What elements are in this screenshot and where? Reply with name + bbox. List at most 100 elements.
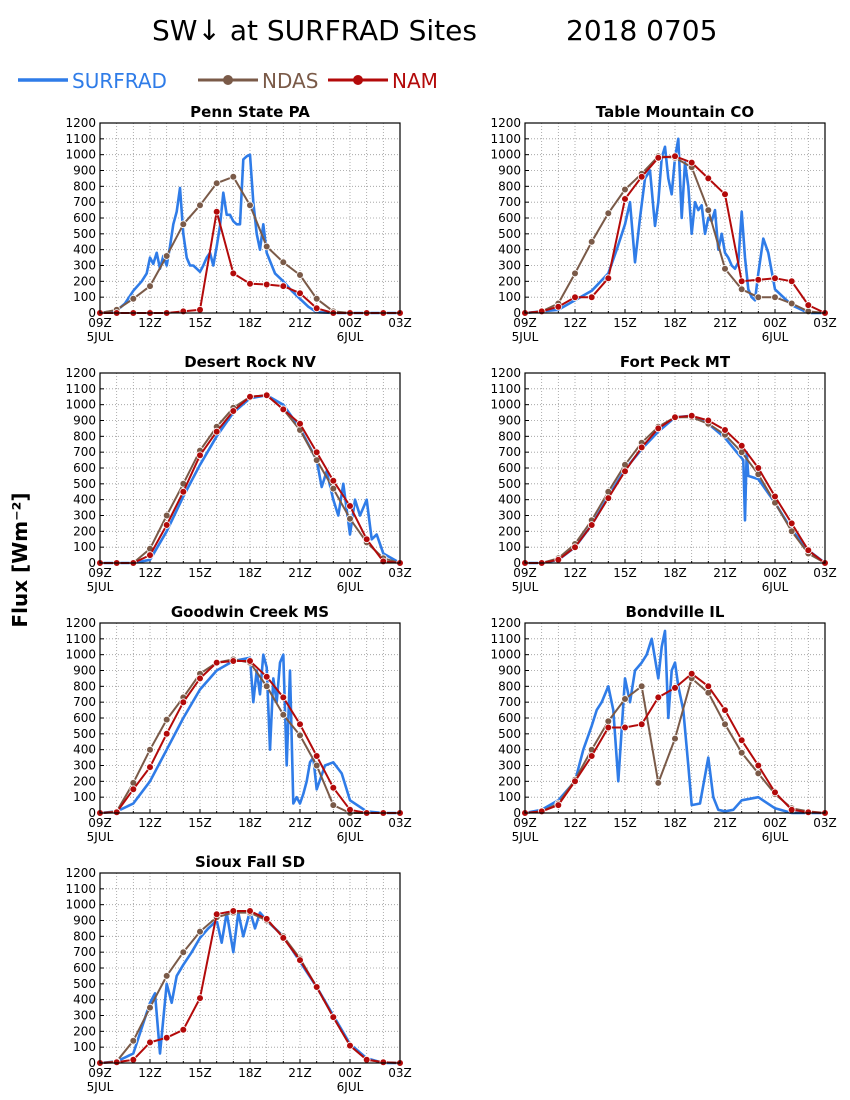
series-point-nam xyxy=(229,407,238,415)
y-tick-label: 1100 xyxy=(65,132,96,146)
series-point-ndas xyxy=(179,220,188,229)
series-point-nam xyxy=(587,521,596,529)
plot-frame xyxy=(99,872,401,1064)
series-point-nam xyxy=(296,956,304,964)
series-point-nam xyxy=(621,195,629,203)
series-point-nam xyxy=(279,282,288,290)
legend-nam-label: NAM xyxy=(392,69,438,93)
y-tick-label: 500 xyxy=(73,477,96,491)
y-tick-label: 1200 xyxy=(65,116,96,130)
x-tick-label: 21Z xyxy=(288,316,312,330)
series-point-ndas xyxy=(146,745,154,754)
series-point-ndas xyxy=(587,238,596,246)
y-tick-label: 0 xyxy=(88,556,96,570)
series-point-nam xyxy=(229,657,238,665)
y-tick-label: 800 xyxy=(73,429,96,443)
series-point-ndas xyxy=(704,206,713,214)
series-point-nam xyxy=(654,424,663,433)
series-point-ndas xyxy=(312,294,321,303)
x-tick-label: 15Z xyxy=(188,566,212,580)
series-point-nam xyxy=(379,557,388,566)
series-point-ndas xyxy=(179,948,188,956)
y-tick-label: 600 xyxy=(73,461,96,475)
series-point-ndas xyxy=(721,264,729,273)
series-point-nam xyxy=(804,808,813,816)
x-tick-label: 09Z xyxy=(88,316,112,330)
x-tick-label: 21Z xyxy=(713,816,737,830)
y-tick-label: 200 xyxy=(498,274,521,288)
chart-panel: Penn State PA010020030040050060070080090… xyxy=(65,103,411,344)
x-tick-label: 00Z xyxy=(338,816,362,830)
legend: SURFRAD NDAS NAM xyxy=(18,69,438,93)
series-point-nam xyxy=(279,405,288,414)
y-tick-label: 800 xyxy=(73,179,96,193)
series-point-nam xyxy=(721,706,729,714)
series-point-ndas xyxy=(787,299,796,308)
y-tick-label: 1000 xyxy=(490,148,521,162)
y-tick-label: 1000 xyxy=(65,648,96,662)
x-tick-label: 12Z xyxy=(138,816,162,830)
x-tick-label: 00Z xyxy=(763,566,787,580)
panel-title: Goodwin Creek MS xyxy=(171,603,329,621)
x-tick-sublabel: 5JUL xyxy=(87,830,114,844)
series-point-nam xyxy=(212,207,221,216)
series-point-nam xyxy=(146,763,154,771)
y-tick-label: 200 xyxy=(73,774,96,788)
y-tick-label: 200 xyxy=(498,774,521,788)
panel-title: Sioux Fall SD xyxy=(195,853,305,871)
chart-panel: Sioux Fall SD010020030040050060070080090… xyxy=(65,853,411,1094)
series-point-nam xyxy=(262,915,271,923)
series-point-nam xyxy=(179,1026,188,1034)
series-point-nam xyxy=(246,279,254,288)
y-tick-label: 600 xyxy=(73,961,96,975)
series-point-nam xyxy=(554,801,563,809)
legend-nam-marker xyxy=(353,75,363,85)
y-tick-label: 900 xyxy=(73,414,96,428)
x-tick-sublabel: 5JUL xyxy=(87,330,114,344)
y-tick-label: 1200 xyxy=(490,616,521,630)
series-point-nam xyxy=(312,983,321,991)
series-point-ndas xyxy=(754,293,763,302)
series-point-ndas xyxy=(671,734,679,743)
y-tick-label: 0 xyxy=(513,306,521,320)
x-tick-label: 21Z xyxy=(713,566,737,580)
y-tick-label: 400 xyxy=(498,243,521,257)
y-tick-label: 1000 xyxy=(490,398,521,412)
series-point-ndas xyxy=(571,269,579,278)
x-tick-label: 00Z xyxy=(338,316,362,330)
y-tick-label: 1000 xyxy=(65,898,96,912)
y-tick-label: 1200 xyxy=(490,116,521,130)
y-tick-label: 0 xyxy=(513,806,521,820)
series-point-nam xyxy=(754,275,763,284)
series-point-nam xyxy=(687,158,696,167)
series-point-nam xyxy=(537,807,546,816)
panel-title: Penn State PA xyxy=(190,103,310,121)
y-tick-label: 500 xyxy=(73,227,96,241)
series-point-ndas xyxy=(604,717,613,725)
x-tick-sublabel: 6JUL xyxy=(762,330,789,344)
series-point-nam xyxy=(804,546,813,555)
y-tick-label: 100 xyxy=(73,790,96,804)
y-tick-label: 1100 xyxy=(490,382,521,396)
series-point-nam xyxy=(296,289,304,298)
series-point-nam xyxy=(721,190,729,199)
y-tick-label: 400 xyxy=(73,243,96,257)
series-point-ndas xyxy=(129,294,138,303)
series-point-nam xyxy=(671,413,679,422)
series-point-nam xyxy=(246,657,254,665)
series-point-ndas xyxy=(262,242,271,251)
series-point-nam xyxy=(329,783,338,792)
y-tick-label: 900 xyxy=(73,914,96,928)
chart-panel: Desert Rock NV01002003004005006007008009… xyxy=(65,353,411,594)
x-tick-label: 15Z xyxy=(613,816,637,830)
series-point-nam xyxy=(329,476,338,485)
series-point-ndas xyxy=(654,779,663,787)
series-point-nam xyxy=(379,1058,388,1066)
plot-frame xyxy=(524,622,826,814)
x-tick-sublabel: 6JUL xyxy=(337,330,364,344)
legend-surfrad-label: SURFRAD xyxy=(72,69,167,93)
series-point-nam xyxy=(621,723,629,732)
series-point-nam xyxy=(787,805,796,814)
x-tick-sublabel: 6JUL xyxy=(762,580,789,594)
series-point-nam xyxy=(537,307,546,316)
